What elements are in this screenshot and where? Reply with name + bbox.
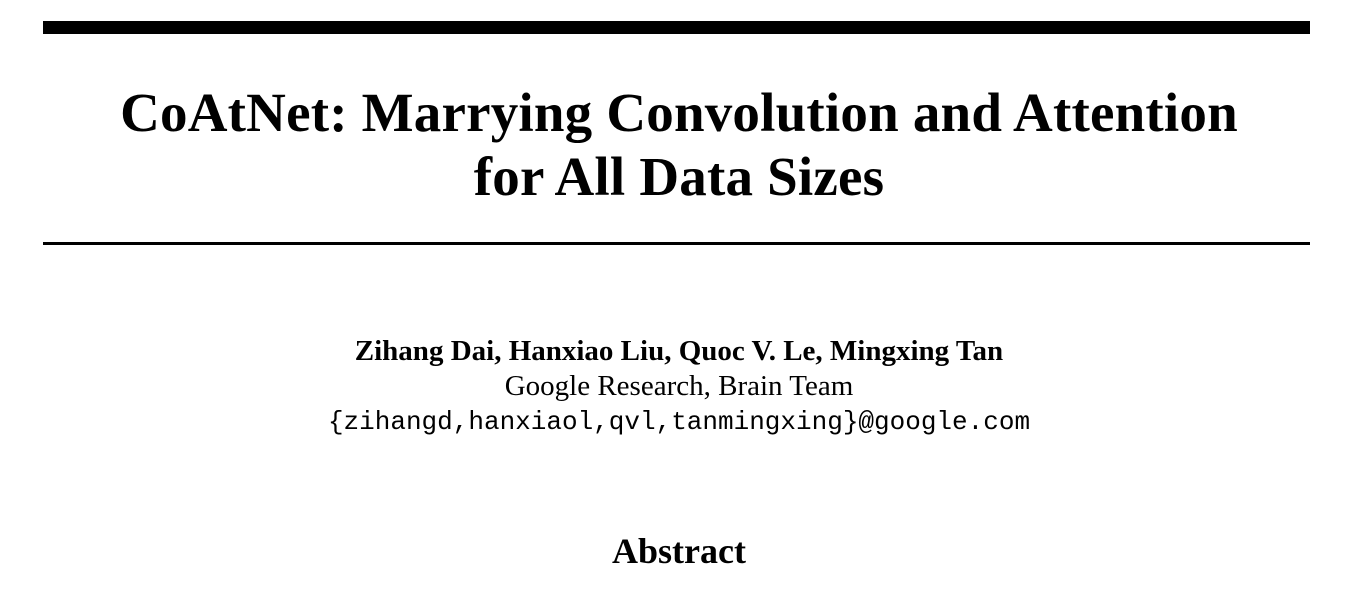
paper-title-line-1: CoAtNet: Marrying Convolution and Attent… <box>120 82 1238 143</box>
title-top-rule <box>43 21 1310 34</box>
author-list: Zihang Dai, Hanxiao Liu, Quoc V. Le, Min… <box>354 335 1004 367</box>
author-affiliation: Google Research, Brain Team <box>504 370 854 402</box>
paper-title: CoAtNet: Marrying Convolution and Attent… <box>0 81 1358 209</box>
paper-title-line-2: for All Data Sizes <box>473 146 885 207</box>
title-bottom-rule <box>43 242 1310 245</box>
author-emails: {zihangd,hanxiaol,qvl,tanmingxing}@googl… <box>327 407 1031 437</box>
abstract-heading: Abstract <box>612 531 746 571</box>
